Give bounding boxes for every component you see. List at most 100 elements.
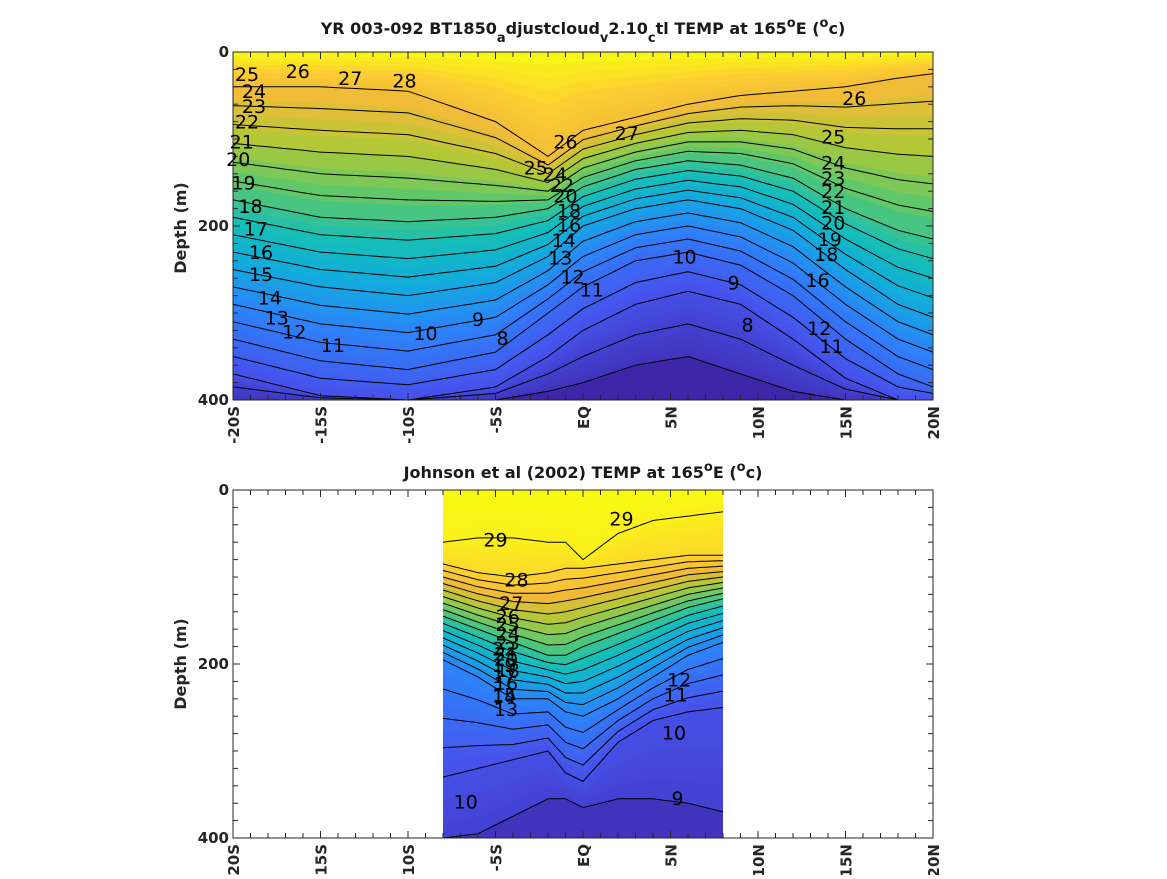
x-tick-label: EQ: [575, 406, 593, 429]
x-tick-label: 5N: [663, 844, 681, 867]
contour-label: 12: [560, 266, 584, 288]
x-tick-label: 10N: [750, 406, 768, 439]
contour-label: 22: [550, 175, 574, 197]
contour-label: 21: [230, 132, 254, 154]
contour-label: 10: [413, 323, 437, 345]
title-segment: a: [497, 31, 506, 46]
isotherm-line: [233, 290, 933, 400]
isotherm-line: [443, 798, 723, 838]
contour-label: 9: [727, 273, 739, 295]
contour-label: 11: [819, 336, 843, 358]
isotherm-line: [443, 641, 723, 717]
contour-label: 18: [814, 244, 838, 266]
contour-label: 25: [235, 64, 259, 86]
y-tick-label: 200: [198, 217, 229, 235]
isotherm-line: [233, 73, 933, 158]
isotherm-line: [233, 129, 933, 184]
contour-label: 21: [821, 197, 845, 219]
x-tick-label: EQ: [575, 844, 593, 867]
contour-label: 26: [496, 606, 520, 628]
isotherm-line: [443, 581, 723, 625]
isotherm-line: [233, 189, 933, 299]
x-tick-label: -5S: [488, 406, 506, 433]
x-tick-label: 15N: [838, 844, 856, 875]
x-tick-label: 5N: [663, 406, 681, 429]
top-panel-ylabel: Depth (m): [171, 182, 190, 274]
contour-label: 27: [615, 123, 639, 145]
contour-label: 13: [265, 307, 289, 329]
contour-label: 21: [494, 644, 518, 666]
contour-label: 24: [496, 624, 520, 646]
contour-label: 27: [499, 593, 523, 615]
title-segment: o: [737, 460, 746, 475]
title-segment: c: [648, 31, 656, 46]
contour-label: 23: [496, 632, 520, 654]
temperature-field: [233, 52, 933, 400]
contour-label: 8: [741, 314, 753, 336]
contour-label: 12: [282, 321, 306, 343]
title-segment: c): [746, 463, 763, 482]
bottom-panel-title: Johnson et al (2002) TEMP at 165oE (oc): [403, 460, 763, 482]
contour-label: 29: [609, 509, 633, 531]
contour-label: 12: [667, 670, 691, 692]
contour-label: 16: [249, 242, 273, 264]
y-tick-label: 0: [219, 481, 229, 499]
contour-label: 27: [338, 68, 362, 90]
x-tick-label: 15N: [838, 406, 856, 439]
contour-label: 16: [805, 270, 829, 292]
isotherm-line: [443, 511, 723, 561]
y-tick-label: 400: [198, 391, 229, 409]
contour-label: 23: [242, 96, 266, 118]
contour-label: 15: [492, 684, 516, 706]
x-tick-label: -20S: [225, 844, 243, 875]
x-tick-label: -10S: [400, 406, 418, 444]
title-segment: YR 003-092 BT1850: [320, 19, 497, 38]
isotherm-line: [233, 323, 933, 400]
x-tick-label: -20S: [225, 406, 243, 444]
isotherm-line: [443, 658, 723, 734]
contour-label: 11: [580, 280, 604, 302]
top-panel-plot-area: 25 26 27 2824232221201918171615141312111098…: [198, 43, 943, 444]
temperature-field: [443, 490, 723, 838]
isotherm-line: [443, 571, 723, 605]
contour-label: 16: [494, 673, 518, 695]
isotherm-line: [233, 355, 933, 400]
contour-label: 14: [258, 287, 282, 309]
isotherm-line: [443, 598, 723, 656]
isotherm-line: [233, 100, 933, 166]
isotherm-line: [443, 560, 723, 586]
isotherm-line: [233, 160, 933, 240]
contour-label: 17: [244, 219, 268, 241]
title-segment: v: [600, 31, 609, 46]
contour-label: 17: [492, 666, 516, 688]
contour-label: 19: [231, 173, 255, 195]
contour-label: 23: [821, 168, 845, 190]
contour-label: 8: [496, 328, 508, 350]
isotherm-line: [443, 592, 723, 646]
isotherm-line: [233, 199, 933, 318]
contour-label: 24: [242, 81, 266, 103]
isotherm-line: [233, 150, 933, 212]
title-segment: Johnson et al (2002) TEMP at 165: [403, 463, 704, 482]
contour-label: 9: [472, 309, 484, 331]
isotherm-line: [443, 554, 723, 578]
title-segment: o: [787, 16, 796, 31]
contour-label: 18: [238, 196, 262, 218]
isotherm-line: [443, 605, 723, 666]
isotherm-line: [443, 690, 723, 766]
isotherm-line: [443, 612, 723, 675]
isotherm-line: [443, 627, 723, 694]
y-tick-label: 200: [198, 655, 229, 673]
contour-label: 26: [842, 88, 866, 110]
contour-label: 28: [392, 71, 416, 93]
isotherm-line: [233, 225, 933, 353]
top-panel-title: YR 003-092 BT1850adjustcloudv2.10ctl TEM…: [320, 16, 846, 46]
contour-label: 25: [496, 614, 520, 636]
contour-label: 13: [548, 247, 572, 269]
title-segment: djustcloud: [506, 19, 600, 38]
deep-layer: [443, 798, 723, 838]
isotherm-line: [233, 251, 933, 388]
contour-label: 20: [821, 213, 845, 235]
top-panel: YR 003-092 BT1850adjustcloudv2.10ctl TEM…: [171, 16, 943, 444]
